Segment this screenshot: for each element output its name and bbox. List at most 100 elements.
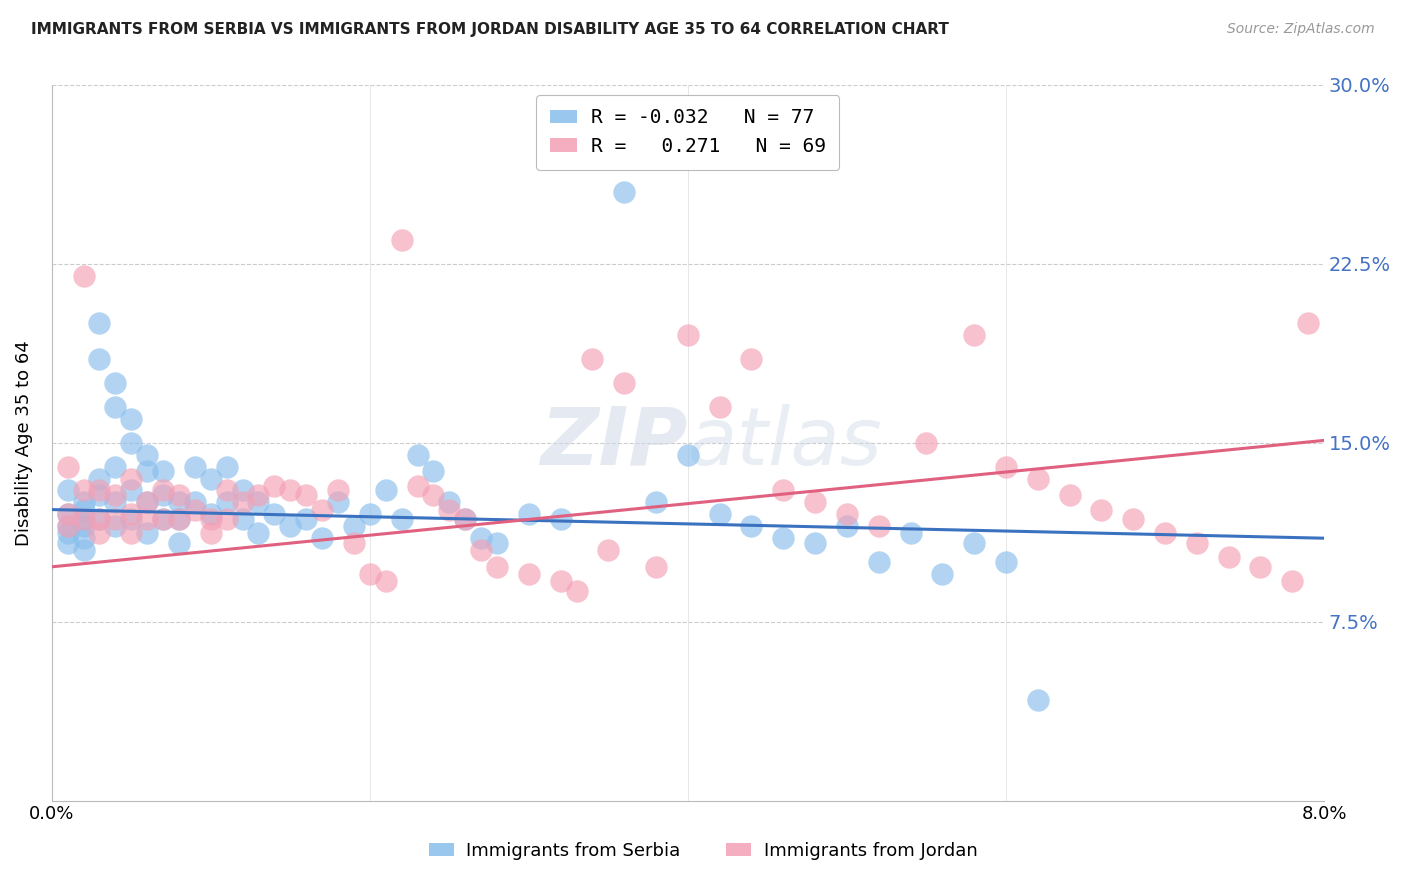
Point [215, 512, 238, 526]
Point [200, 512, 222, 526]
Point [295, 488, 318, 502]
Point [613, 376, 636, 391]
Point [89, 472, 111, 486]
Point [136, 526, 159, 541]
Point [89, 526, 111, 541]
Point [486, 559, 509, 574]
Point [343, 536, 366, 550]
Point [247, 488, 270, 502]
Point [550, 512, 572, 526]
Point [613, 186, 636, 200]
Point [72, 531, 94, 545]
Point [89, 483, 111, 498]
Point [1154, 526, 1177, 541]
Point [89, 512, 111, 526]
Point [136, 512, 159, 526]
Point [120, 483, 142, 498]
Point [1249, 559, 1271, 574]
Point [120, 472, 142, 486]
Point [89, 488, 111, 502]
Point [72, 268, 94, 283]
Point [200, 508, 222, 522]
Point [709, 400, 731, 414]
Point [247, 495, 270, 509]
Point [152, 483, 174, 498]
Text: ZIP: ZIP [540, 404, 688, 482]
Y-axis label: Disability Age 35 to 64: Disability Age 35 to 64 [15, 340, 32, 546]
Point [152, 488, 174, 502]
Point [311, 502, 333, 516]
Point [72, 512, 94, 526]
Point [422, 488, 444, 502]
Text: IMMIGRANTS FROM SERBIA VS IMMIGRANTS FROM JORDAN DISABILITY AGE 35 TO 64 CORRELA: IMMIGRANTS FROM SERBIA VS IMMIGRANTS FRO… [31, 22, 949, 37]
Point [56, 459, 79, 474]
Point [72, 502, 94, 516]
Point [581, 113, 603, 128]
Point [454, 512, 477, 526]
Point [72, 495, 94, 509]
Point [120, 412, 142, 426]
Point [215, 459, 238, 474]
Point [120, 508, 142, 522]
Legend: R = -0.032   N = 77, R =   0.271   N = 69: R = -0.032 N = 77, R = 0.271 N = 69 [536, 95, 839, 169]
Point [391, 233, 413, 247]
Point [804, 536, 827, 550]
Point [1090, 502, 1112, 516]
Point [232, 483, 254, 498]
Point [278, 483, 301, 498]
Point [772, 483, 794, 498]
Point [804, 495, 827, 509]
Point [1026, 693, 1049, 707]
Point [167, 495, 190, 509]
Point [184, 495, 207, 509]
Point [994, 459, 1017, 474]
Point [343, 519, 366, 533]
Point [598, 543, 620, 558]
Point [740, 519, 762, 533]
Point [152, 512, 174, 526]
Point [915, 435, 938, 450]
Point [120, 512, 142, 526]
Point [263, 508, 285, 522]
Point [120, 526, 142, 541]
Point [486, 536, 509, 550]
Point [868, 519, 890, 533]
Point [1281, 574, 1303, 589]
Point [963, 536, 986, 550]
Point [709, 508, 731, 522]
Point [868, 555, 890, 569]
Point [167, 512, 190, 526]
Point [994, 555, 1017, 569]
Point [136, 495, 159, 509]
Point [89, 512, 111, 526]
Point [104, 495, 127, 509]
Point [72, 519, 94, 533]
Point [517, 566, 540, 581]
Point [295, 512, 318, 526]
Point [374, 483, 396, 498]
Point [406, 448, 429, 462]
Point [326, 483, 349, 498]
Point [72, 543, 94, 558]
Point [184, 459, 207, 474]
Point [56, 536, 79, 550]
Point [278, 519, 301, 533]
Point [676, 448, 699, 462]
Text: atlas: atlas [688, 404, 883, 482]
Point [56, 508, 79, 522]
Point [311, 531, 333, 545]
Point [104, 512, 127, 526]
Point [900, 526, 922, 541]
Point [232, 512, 254, 526]
Point [104, 376, 127, 391]
Point [517, 508, 540, 522]
Point [835, 519, 858, 533]
Legend: Immigrants from Serbia, Immigrants from Jordan: Immigrants from Serbia, Immigrants from … [422, 835, 984, 867]
Point [136, 464, 159, 478]
Point [89, 317, 111, 331]
Point [740, 352, 762, 367]
Point [772, 531, 794, 545]
Point [232, 495, 254, 509]
Point [215, 495, 238, 509]
Point [1296, 317, 1319, 331]
